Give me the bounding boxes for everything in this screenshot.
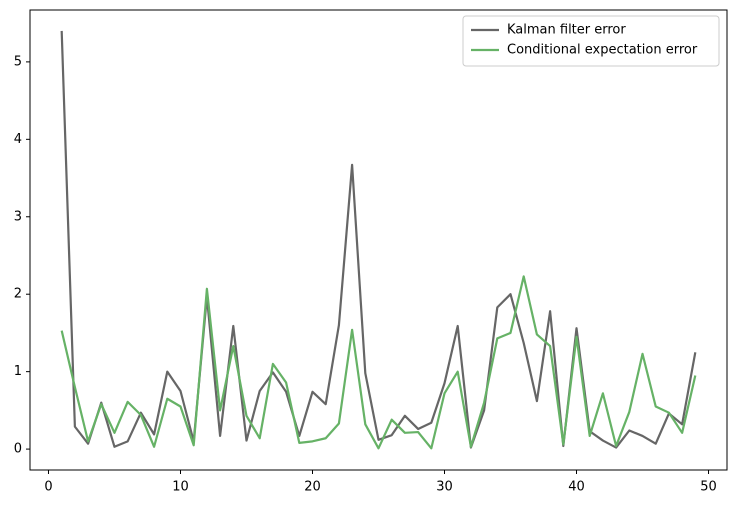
y-tick-label: 2 [14, 287, 22, 302]
y-tick-label: 1 [14, 364, 22, 379]
x-tick-label: 50 [700, 480, 717, 495]
x-tick-label: 30 [436, 480, 453, 495]
y-tick-label: 5 [14, 54, 22, 69]
legend-box [462, 15, 720, 67]
y-tick-label: 4 [14, 132, 22, 147]
series-line [60, 275, 697, 450]
y-tick-label: 0 [14, 442, 22, 457]
legend-label: Conditional expectation error [507, 43, 698, 58]
x-tick-label: 10 [172, 480, 189, 495]
x-tick-label: 0 [44, 480, 52, 495]
y-tick-label: 3 [14, 209, 22, 224]
x-tick-label: 20 [304, 480, 321, 495]
legend-label: Kalman filter error [507, 23, 626, 38]
plot-area [29, 9, 728, 471]
x-tick-label: 40 [568, 480, 585, 495]
